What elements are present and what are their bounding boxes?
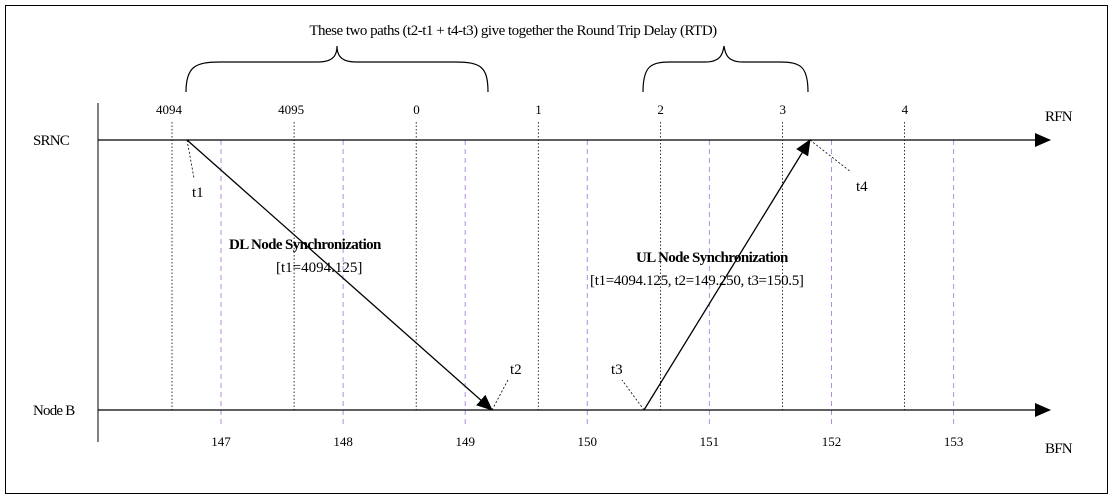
right-brace <box>642 45 809 93</box>
dl-sync-arrow <box>186 139 493 411</box>
rfn-tick-label: 3 <box>780 102 787 117</box>
rfn-tick-label: 4094 <box>156 102 183 117</box>
bfn-tick-label: 148 <box>333 434 353 449</box>
bfn-tick-label: 147 <box>211 434 231 449</box>
t3-label: t3 <box>611 362 623 378</box>
rfn-tick-label: 2 <box>657 102 664 117</box>
dl-sync-title: DL Node Synchronization <box>229 237 382 253</box>
rfn-tick-labels: 4094 4095 0 1 2 3 4 <box>156 102 909 117</box>
t2-label: t2 <box>510 362 522 378</box>
t4-label: t4 <box>856 179 868 195</box>
rfn-tick-label: 1 <box>535 102 542 117</box>
t1-label: t1 <box>192 185 204 201</box>
bfn-tick-labels: 147 148 149 150 151 152 153 <box>211 434 963 449</box>
bfn-tick-label: 153 <box>944 434 964 449</box>
diagram-frame <box>5 5 1108 494</box>
nodeb-label: Node B <box>33 403 75 419</box>
rfn-tick-label: 4095 <box>278 102 304 117</box>
t4-leader <box>809 139 852 173</box>
t1-leader <box>186 139 195 179</box>
bfn-tick-label: 151 <box>700 434 720 449</box>
dl-sync-params: [t1=4094.125] <box>276 260 362 276</box>
bfn-tick-label: 149 <box>455 434 475 449</box>
bfn-tick-label: 150 <box>578 434 598 449</box>
bfn-tick-label: 152 <box>822 434 842 449</box>
rfn-label: RFN <box>1045 109 1073 125</box>
t3-leader <box>621 379 645 411</box>
rfn-tick-label: 4 <box>902 102 909 117</box>
bfn-grid <box>220 140 955 428</box>
left-brace <box>185 45 489 93</box>
ul-sync-arrow <box>643 139 811 411</box>
ul-sync-params: [t1=4094.125, t2=149.250, t3=150.5] <box>590 273 804 289</box>
bfn-label: BFN <box>1045 441 1073 457</box>
rfn-grid <box>171 122 905 410</box>
rfn-tick-label: 0 <box>413 102 420 117</box>
ul-sync-title: UL Node Synchronization <box>636 250 789 266</box>
srnc-label: SRNC <box>33 133 70 149</box>
t2-leader <box>491 379 509 411</box>
rtd-caption: These two paths (t2-t1 + t4-t3) give tog… <box>309 23 717 39</box>
